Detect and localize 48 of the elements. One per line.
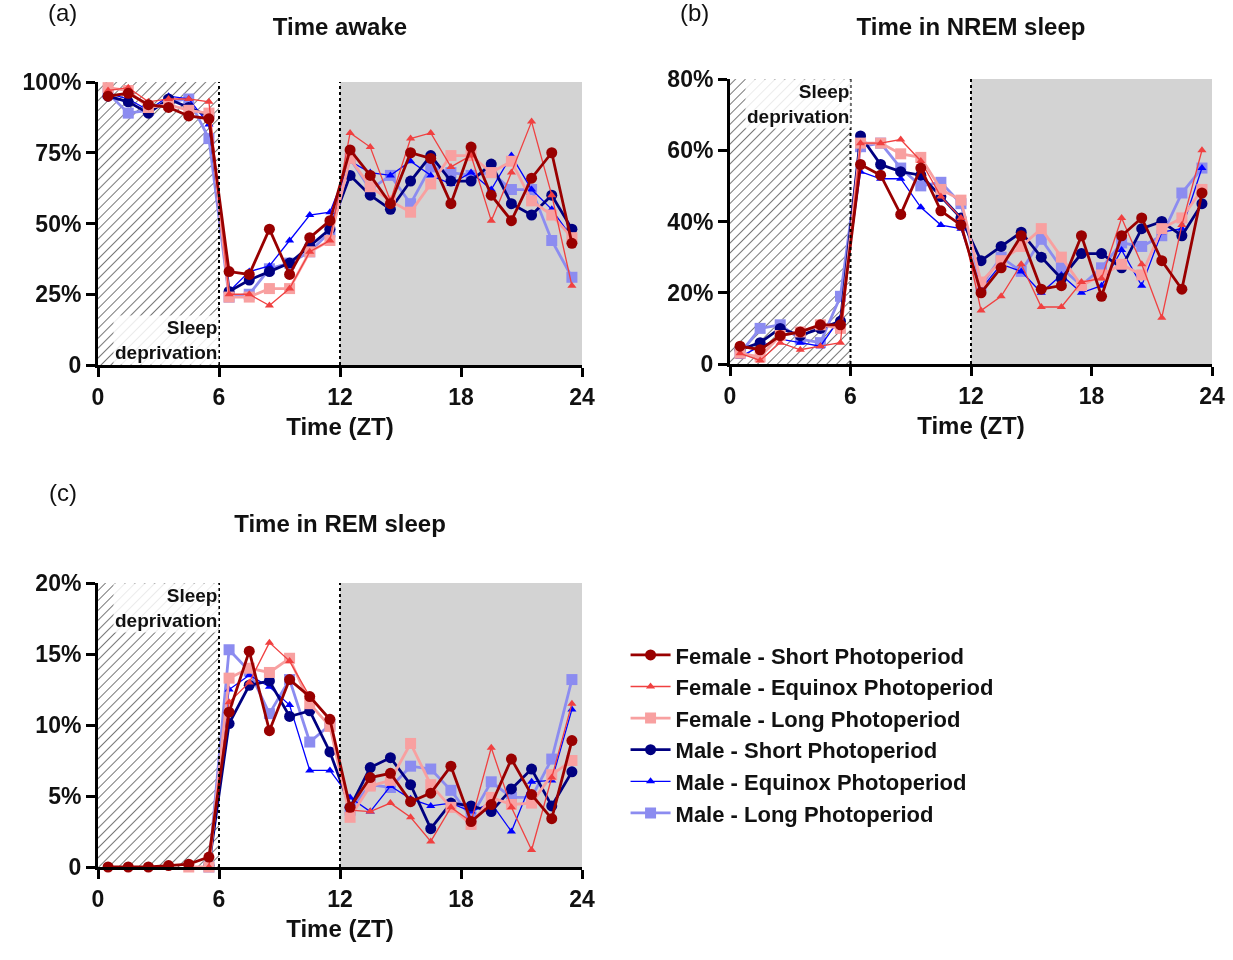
chart-title: Time in REM sleep [234, 510, 446, 538]
legend-label: Male - Short Photoperiod [675, 738, 938, 764]
x-axis-title: Time (ZT) [286, 412, 394, 440]
y-tick-label: 5% [48, 783, 82, 810]
legend-label: Female - Equinox Photoperiod [675, 675, 994, 701]
text: (b) [680, 0, 710, 26]
legend-label: Female - Long Photoperiod [675, 706, 961, 732]
y-tick-label: 15% [35, 641, 82, 668]
y-tick-label: 0 [68, 352, 82, 379]
y-tick-label: 0 [700, 351, 714, 378]
x-tick-label: 12 [327, 885, 353, 912]
y-tick-label: 60% [667, 137, 714, 164]
x-tick-label: 12 [958, 382, 984, 409]
text: (a) [48, 0, 78, 26]
y-tick-label: 40% [667, 208, 714, 235]
band-label: Sleep deprivation [115, 317, 218, 363]
y-tick-label: 25% [35, 281, 82, 308]
legend-label: Male - Long Photoperiod [675, 801, 934, 827]
y-tick-label: 75% [35, 139, 82, 166]
y-tick-label: 10% [35, 712, 82, 739]
legend-label: Male - Equinox Photoperiod [675, 769, 967, 795]
text: (c) [49, 479, 77, 506]
y-tick-label: 50% [35, 210, 82, 237]
chart-title: Time in NREM sleep [856, 13, 1086, 41]
x-tick-label: 18 [448, 885, 474, 912]
x-tick-label: 0 [723, 382, 737, 409]
x-tick-label: 12 [327, 383, 353, 410]
band-label: Sleep deprivation [747, 81, 850, 127]
x-axis-title: Time (ZT) [917, 411, 1025, 439]
x-tick-label: 0 [91, 885, 105, 912]
x-tick-label: 24 [569, 383, 595, 410]
x-tick-label: 24 [569, 885, 595, 912]
x-tick-label: 18 [448, 383, 474, 410]
y-tick-label: 20% [35, 570, 82, 597]
y-tick-label: 100% [22, 69, 82, 96]
x-tick-label: 6 [212, 383, 226, 410]
y-tick-label: 0 [68, 854, 82, 881]
x-tick-label: 18 [1078, 382, 1105, 409]
chart-title: Time awake [272, 13, 408, 41]
y-tick-label: 20% [667, 279, 714, 306]
band-label: Sleep deprivation [115, 585, 218, 631]
x-tick-label: 24 [1199, 382, 1225, 409]
x-tick-label: 6 [212, 885, 226, 912]
y-tick-label: 80% [667, 66, 714, 93]
x-tick-label: 6 [844, 382, 857, 409]
x-axis-title: Time (ZT) [286, 914, 394, 942]
x-tick-label: 0 [91, 383, 105, 410]
legend-label: Female - Short Photoperiod [675, 643, 965, 669]
